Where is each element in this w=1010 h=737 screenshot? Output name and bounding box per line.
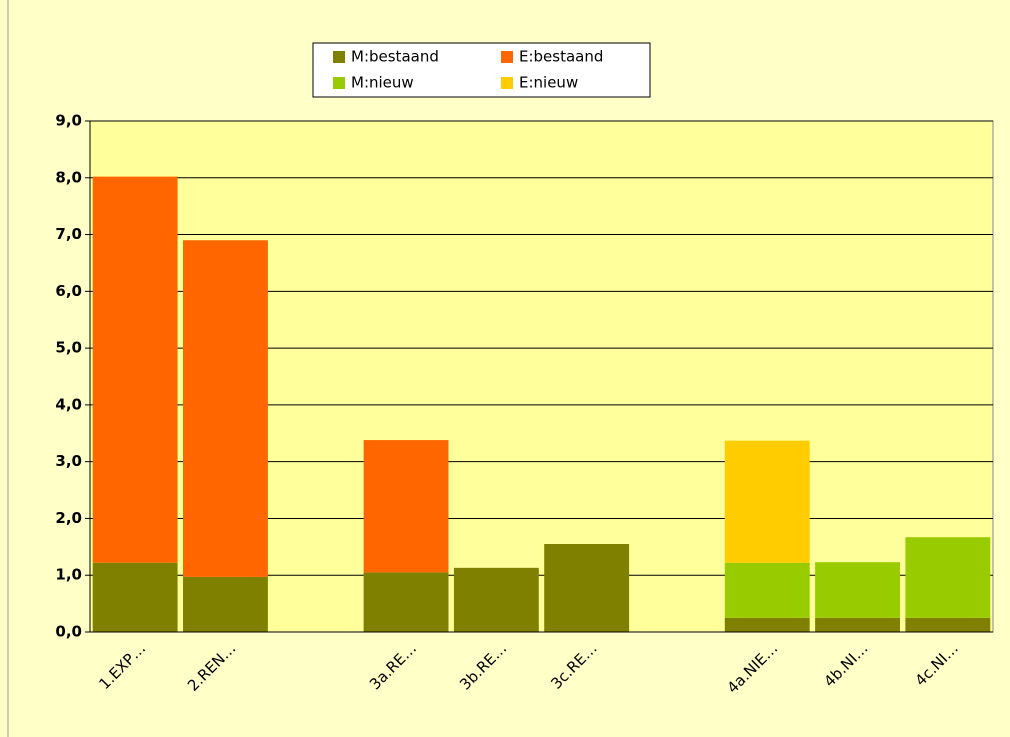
bar-segment — [183, 576, 268, 632]
bar-segment — [183, 240, 268, 577]
y-tick-label: 6,0 — [55, 282, 82, 300]
legend-box — [312, 42, 651, 98]
y-tick-label: 5,0 — [55, 339, 82, 357]
bar-segment — [363, 572, 449, 632]
legend-swatch — [501, 51, 513, 63]
y-tick-label: 3,0 — [55, 452, 82, 470]
y-tick-label: 4,0 — [55, 395, 82, 413]
legend-label: M:bestaand — [351, 48, 439, 66]
legend-label: M:nieuw — [351, 74, 414, 92]
y-tick-label: 0,0 — [55, 623, 82, 641]
bar-segment — [815, 562, 900, 618]
bar-segment — [544, 543, 630, 632]
legend-label: E:nieuw — [519, 74, 578, 92]
bar-segment — [92, 562, 178, 632]
legend-swatch — [333, 51, 345, 63]
bar-segment — [453, 567, 539, 632]
y-tick-label: 1,0 — [55, 566, 82, 584]
y-tick-label: 7,0 — [55, 225, 82, 243]
bar-segment — [724, 562, 810, 618]
bar-segment — [363, 440, 449, 573]
legend-label: E:bestaand — [519, 48, 603, 66]
legend-swatch — [333, 77, 345, 89]
y-tick-label: 8,0 — [55, 168, 82, 186]
bar-segment — [905, 617, 991, 632]
bar-segment — [905, 537, 991, 618]
y-tick-label: 9,0 — [55, 112, 82, 130]
legend-swatch — [501, 77, 513, 89]
bar-segment — [815, 617, 900, 632]
bar-segment — [724, 617, 810, 632]
bar-segment — [92, 176, 178, 563]
y-tick-label: 2,0 — [55, 509, 82, 527]
bar-segment — [724, 440, 810, 563]
